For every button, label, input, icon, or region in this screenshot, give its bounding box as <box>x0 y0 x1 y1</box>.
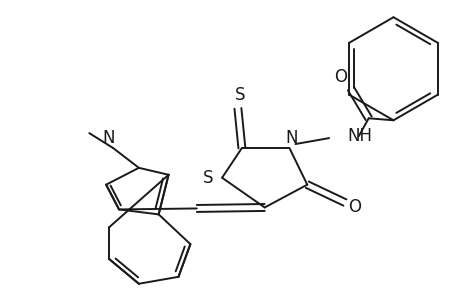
Text: NH: NH <box>346 127 371 145</box>
Text: O: O <box>347 199 361 217</box>
Text: S: S <box>202 169 213 187</box>
Text: S: S <box>234 85 245 103</box>
Text: N: N <box>285 129 297 147</box>
Text: O: O <box>334 68 347 86</box>
Text: N: N <box>101 129 114 147</box>
